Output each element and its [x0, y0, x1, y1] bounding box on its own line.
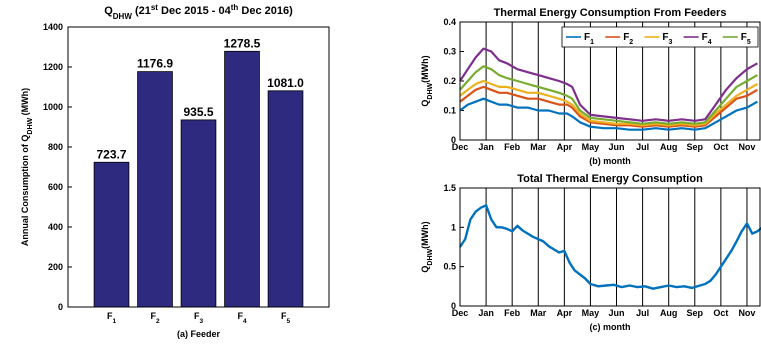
- feeders-x-tick-label: Apr: [557, 142, 573, 152]
- bar-y-tick-label: 800: [48, 142, 63, 152]
- feeders-series-line: [459, 79, 758, 127]
- total-y-tick-label: 0: [451, 301, 456, 311]
- feeders-legend-label: F5: [741, 32, 751, 46]
- feeders-x-tick-label: May: [582, 142, 600, 152]
- feeders-legend-label: F3: [662, 32, 672, 46]
- feeders-series-line: [459, 65, 758, 125]
- feeders-legend-label: F4: [702, 32, 712, 46]
- feeders-y-tick-label: 0.3: [443, 47, 456, 57]
- total-y-tick-label: 1.5: [443, 183, 456, 193]
- total-x-tick-label: Dec: [452, 308, 469, 318]
- bar-chart-title: QDHW (21st Dec 2015 - 04th Dec 2016): [104, 3, 293, 21]
- feeders-x-tick-label: Feb: [504, 142, 521, 152]
- feeders-y-tick-label: 0: [451, 135, 456, 145]
- feeders-legend-label: F2: [623, 32, 633, 46]
- total-x-tick-label: Mar: [530, 308, 547, 318]
- total-x-tick-label: Oct: [713, 308, 728, 318]
- feeders-x-tick-label: Nov: [738, 142, 755, 152]
- feeders-series-line: [459, 97, 758, 131]
- feeders-y-tick-label: 0.2: [443, 76, 456, 86]
- feeders-x-tick-label: Dec: [452, 142, 469, 152]
- feeders-x-tick-label: Oct: [713, 142, 728, 152]
- bar-chart: QDHW (21st Dec 2015 - 04th Dec 2016) 0 200…: [20, 3, 330, 339]
- total-x-tick-label: Nov: [738, 308, 755, 318]
- feeders-x-tick-label: Aug: [660, 142, 678, 152]
- bar-y-tick-label: 1200: [43, 62, 63, 72]
- feeders-y-tick-label: 0.1: [443, 106, 456, 116]
- total-y-tick-label: 0.5: [443, 262, 456, 272]
- total-x-tick-label: Jun: [609, 308, 625, 318]
- bar-data-label: 935.5: [183, 105, 213, 119]
- bar-y-tick-label: 600: [48, 182, 63, 192]
- feeders-axes-box: [459, 21, 761, 141]
- feeders-series-line: [459, 47, 758, 122]
- feeders-x-tick-label: Mar: [530, 142, 547, 152]
- feeders-chart-title: Thermal Energy Consumption From Feeders: [494, 7, 727, 19]
- bar: [137, 71, 173, 308]
- bar-x-tick-label: F2: [150, 311, 160, 325]
- total-chart-title: Total Thermal Energy Consumption: [517, 173, 703, 185]
- bar-x-tick-label: F1: [107, 311, 117, 325]
- total-x-tick-label: Jan: [478, 308, 494, 318]
- bar-x-axis-label: (a) Feeder: [177, 329, 221, 339]
- bar-x-tick-label: F5: [281, 311, 291, 325]
- total-x-tick-label: Sep: [687, 308, 704, 318]
- feeders-line-chart: Thermal Energy Consumption From Feeders 0…: [420, 7, 761, 166]
- bar-data-label: 1081.0: [267, 76, 304, 90]
- bar-data-label: 723.7: [96, 147, 126, 161]
- bar: [224, 50, 260, 308]
- bar-y-tick-label: 200: [48, 262, 63, 272]
- total-y-axis-label: QDHW(MWh): [420, 221, 434, 272]
- feeders-legend-box: [561, 26, 759, 48]
- total-axes-box: [459, 187, 761, 307]
- total-x-tick-label: May: [582, 308, 600, 318]
- feeders-legend: F1 F2 F3 F4 F5: [561, 26, 759, 48]
- feeders-series-line: [459, 85, 758, 128]
- total-x-axis-label: (c) month: [590, 322, 631, 332]
- bar-y-tick-label: 1400: [43, 22, 63, 32]
- feeders-x-tick-label: Jun: [609, 142, 625, 152]
- bar-data-label: 1278.5: [224, 36, 261, 50]
- total-x-tick-label: Aug: [660, 308, 678, 318]
- bar: [267, 90, 304, 308]
- bar-x-tick-label: F3: [194, 311, 204, 325]
- total-x-tick-label: Apr: [557, 308, 573, 318]
- total-line-chart: Total Thermal Energy Consumption 0 0.5 1 1.5…: [420, 173, 761, 332]
- total-y-tick-label: 1: [451, 222, 456, 232]
- total-x-tick-label: Feb: [504, 308, 521, 318]
- feeders-y-tick-label: 0.4: [443, 17, 456, 27]
- total-series-line: [458, 204, 761, 290]
- bar: [180, 119, 217, 308]
- feeders-x-axis-label: (b) month: [589, 156, 630, 166]
- feeders-x-tick-label: Jul: [636, 142, 649, 152]
- bar: [93, 161, 130, 308]
- bar-data-label: 1176.9: [137, 57, 173, 71]
- feeders-x-tick-label: Jan: [478, 142, 494, 152]
- feeders-y-axis-label: QDHW(MWh): [420, 55, 434, 106]
- bar-y-tick-label: 0: [58, 302, 63, 312]
- bar-x-tick-label: F4: [237, 311, 247, 325]
- bar-y-axis-label: Annual Consumption of QDHW (MWh): [20, 88, 34, 246]
- feeders-legend-label: F1: [584, 32, 594, 46]
- feeders-x-tick-label: Sep: [687, 142, 704, 152]
- bar-y-tick-label: 400: [48, 222, 63, 232]
- bar-axes-box: [67, 26, 330, 308]
- bar-y-tick-label: 1000: [43, 102, 63, 112]
- total-x-tick-label: Jul: [636, 308, 649, 318]
